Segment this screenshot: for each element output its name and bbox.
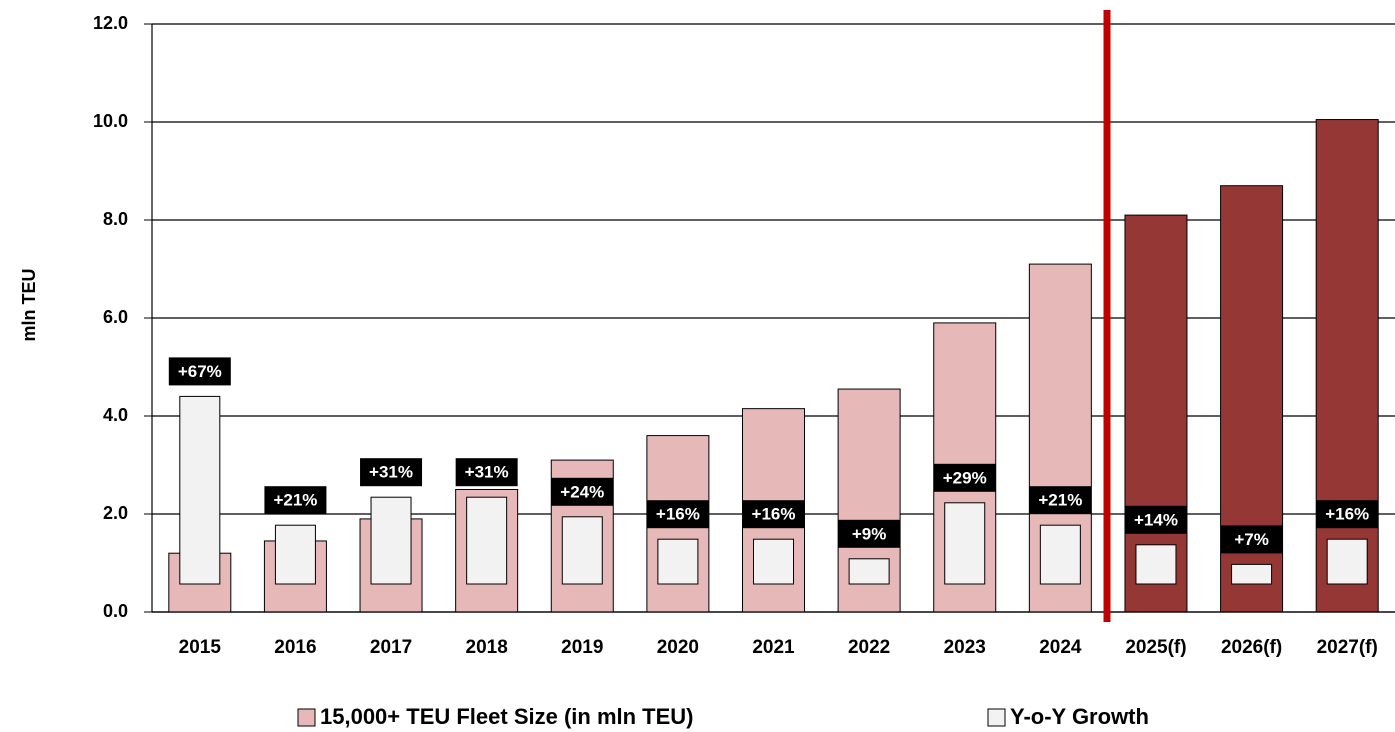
x-tick-label: 2021 <box>752 637 795 658</box>
x-tick-label: 2026(f) <box>1221 637 1282 658</box>
data-label-box <box>742 500 805 529</box>
data-label: +21% <box>1038 491 1082 510</box>
growth-bar <box>1039 524 1081 585</box>
x-tick-label: 2018 <box>466 637 508 658</box>
y-tick-label: 6.0 <box>103 307 128 327</box>
growth-bar <box>1326 538 1368 585</box>
data-label-box <box>933 463 996 492</box>
y-axis-label: mln TEU <box>19 268 39 341</box>
growth-bar <box>657 538 699 585</box>
data-label: +16% <box>752 505 796 524</box>
growth-bar <box>370 496 412 585</box>
x-tick-label: 2019 <box>561 637 603 658</box>
data-label-box <box>1316 500 1379 529</box>
data-label: +24% <box>560 482 604 501</box>
data-label: +21% <box>273 491 317 510</box>
growth-bar <box>1231 563 1273 585</box>
x-tick-label: 2023 <box>944 637 986 658</box>
legend-swatch <box>297 708 316 727</box>
data-label: +29% <box>943 468 987 487</box>
growth-bar <box>848 558 890 585</box>
data-label-box <box>838 519 901 548</box>
legend-swatch <box>987 708 1006 727</box>
x-tick-label: 2017 <box>370 637 412 658</box>
y-tick-label: 8.0 <box>103 209 128 229</box>
growth-bar <box>561 516 603 585</box>
data-label-box <box>264 486 327 515</box>
y-tick-label: 4.0 <box>103 405 128 425</box>
growth-bar <box>944 502 986 585</box>
bar <box>1315 119 1379 613</box>
growth-bar <box>274 524 316 585</box>
data-label: +14% <box>1134 510 1178 529</box>
x-tick-label: 2015 <box>179 637 222 658</box>
data-label: +31% <box>369 463 413 482</box>
data-label-box <box>1029 486 1092 515</box>
data-label-box <box>1220 525 1283 554</box>
growth-bar <box>1135 544 1177 585</box>
data-label: +67% <box>178 362 222 381</box>
x-tick-label: 2025(f) <box>1125 637 1186 658</box>
data-label-box <box>455 458 518 487</box>
growth-bar <box>753 538 794 585</box>
data-label: +31% <box>465 463 509 482</box>
growth-bar <box>179 395 221 585</box>
data-label-box <box>551 477 614 506</box>
data-label: +7% <box>1234 530 1269 549</box>
growth-bar <box>466 496 508 585</box>
y-tick-label: 12.0 <box>93 13 128 33</box>
y-tick-label: 10.0 <box>93 111 128 131</box>
data-label-box <box>646 500 709 529</box>
y-tick-label: 0.0 <box>103 601 128 621</box>
x-tick-label: 2020 <box>657 637 699 658</box>
data-label-box <box>168 357 231 386</box>
legend-label: 15,000+ TEU Fleet Size (in mln TEU) <box>320 704 694 729</box>
data-label-box <box>360 458 423 487</box>
y-tick-label: 2.0 <box>103 503 128 523</box>
data-label: +16% <box>1325 505 1369 524</box>
data-label: +9% <box>852 524 887 543</box>
x-tick-label: 2027(f) <box>1317 637 1378 658</box>
x-tick-label: 2022 <box>848 637 890 658</box>
legend-label: Y-o-Y Growth <box>1010 704 1149 729</box>
data-label-box <box>1124 505 1187 534</box>
x-tick-label: 2016 <box>274 637 316 658</box>
x-tick-label: 2024 <box>1039 637 1082 658</box>
data-label: +16% <box>656 505 700 524</box>
